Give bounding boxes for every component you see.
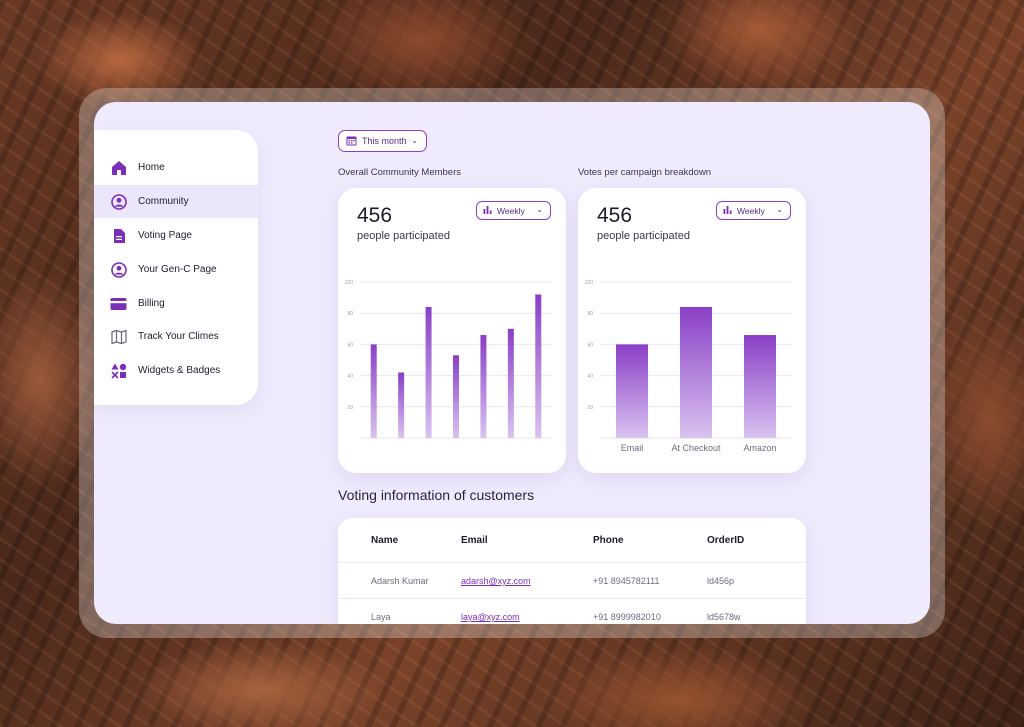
period-dropdown[interactable]: Weekly ⌄ — [476, 201, 551, 220]
cell-orderid: ld456p — [707, 576, 735, 586]
chart-bar[interactable] — [507, 328, 514, 438]
y-tick-label: 40 — [347, 374, 353, 380]
user-circle-icon — [110, 193, 127, 210]
sidebar-item-widgets-badges[interactable]: Widgets & Badges — [94, 354, 258, 387]
y-tick-label: 60 — [587, 342, 593, 348]
campaign-votes-card: 456 people participated Weekly ⌄ 100 80 60… — [578, 188, 806, 473]
column-header-email[interactable]: Email — [461, 535, 488, 546]
sidebar-item-label: Track Your Climes — [138, 331, 219, 342]
participant-count: 456 — [597, 204, 633, 227]
credit-card-icon — [110, 295, 127, 312]
sidebar-item-gen-c-page[interactable]: Your Gen-C Page — [94, 253, 258, 286]
home-icon — [110, 159, 127, 176]
y-tick-label: 40 — [587, 374, 593, 380]
sidebar-item-label: Widgets & Badges — [138, 365, 221, 376]
bar-chart-icon — [483, 205, 492, 216]
sidebar-item-label: Billing — [138, 298, 165, 309]
participant-count: 456 — [357, 204, 393, 227]
sidebar-item-track-climes[interactable]: Track Your Climes — [94, 320, 258, 353]
left-section-title: Overall Community Members — [338, 167, 461, 178]
month-filter-dropdown[interactable]: This month ⌄ — [338, 130, 427, 152]
x-category-label: Email — [621, 443, 644, 453]
calendar-icon — [346, 135, 357, 148]
campaign-bar-chart: 100 80 60 40 20 Email At Checkout Amazon — [585, 280, 792, 453]
table-title: Voting information of customers — [338, 487, 535, 503]
community-bar-chart: 100 80 60 40 20 — [345, 280, 552, 439]
cell-email-link[interactable]: adarsh@xyz.com — [461, 576, 531, 586]
cell-phone: +91 8945782111 — [593, 576, 660, 586]
y-tick-label: 80 — [347, 311, 353, 317]
chart-bar[interactable] — [398, 372, 405, 438]
sidebar: Home Community Voting Page Your Gen-C Pa… — [94, 130, 258, 405]
right-section-title: Votes per campaign breakdown — [578, 167, 712, 178]
column-header-phone[interactable]: Phone — [593, 535, 624, 546]
customers-table: Name Email Phone OrderID Adarsh Kumar ad… — [338, 518, 806, 624]
chart-bar[interactable] — [616, 344, 648, 438]
cell-name: Adarsh Kumar — [371, 576, 429, 586]
chevron-down-icon: ⌄ — [776, 205, 783, 214]
period-label: Weekly — [497, 205, 525, 216]
chart-bar[interactable] — [535, 294, 542, 438]
x-category-label: At Checkout — [671, 443, 721, 453]
y-tick-label: 20 — [587, 405, 593, 411]
chevron-down-icon: ⌄ — [536, 205, 543, 214]
row-divider — [338, 562, 806, 563]
row-divider — [338, 598, 806, 599]
y-tick-label: 20 — [347, 405, 353, 411]
sidebar-item-community[interactable]: Community — [94, 185, 258, 218]
y-tick-label: 80 — [587, 311, 593, 317]
participant-caption: people participated — [357, 230, 450, 242]
map-icon — [110, 328, 127, 345]
cell-email-link[interactable]: laya@xyz.com — [461, 612, 520, 622]
x-category-label: Amazon — [743, 443, 776, 453]
sidebar-item-label: Your Gen-C Page — [138, 264, 217, 275]
dashboard-panel: Home Community Voting Page Your Gen-C Pa… — [94, 102, 930, 624]
sidebar-item-label: Voting Page — [138, 230, 192, 241]
bar-chart-icon — [723, 205, 732, 216]
column-header-name[interactable]: Name — [371, 535, 399, 546]
document-icon — [110, 227, 127, 244]
chart-bar[interactable] — [453, 355, 459, 438]
chart-bar[interactable] — [425, 306, 432, 438]
sidebar-item-home[interactable]: Home — [94, 151, 258, 184]
cell-phone: +91 8999982010 — [593, 612, 661, 622]
chart-bar[interactable] — [370, 344, 377, 438]
chevron-down-icon: ⌄ — [411, 136, 418, 145]
cell-orderid: ld5678w — [707, 612, 741, 622]
y-tick-label: 60 — [347, 342, 353, 348]
community-members-card: 456 people participated Weekly ⌄ 100 80 60… — [338, 188, 566, 473]
chart-bar[interactable] — [480, 335, 487, 438]
period-label: Weekly — [737, 205, 765, 216]
column-header-orderid[interactable]: OrderID — [707, 535, 745, 546]
user-circle-icon — [110, 261, 127, 278]
sidebar-item-billing[interactable]: Billing — [94, 287, 258, 320]
chart-bar[interactable] — [744, 335, 776, 438]
cell-name: Laya — [371, 612, 391, 622]
participant-caption: people participated — [597, 230, 690, 242]
shapes-icon — [110, 362, 127, 379]
y-tick-label: 100 — [585, 280, 594, 286]
month-filter-label: This month — [362, 136, 407, 146]
sidebar-item-label: Community — [138, 196, 189, 207]
sidebar-item-voting-page[interactable]: Voting Page — [94, 219, 258, 252]
sidebar-item-label: Home — [138, 162, 165, 173]
period-dropdown[interactable]: Weekly ⌄ — [716, 201, 791, 220]
y-tick-label: 100 — [345, 280, 354, 286]
chart-bar[interactable] — [680, 306, 712, 438]
